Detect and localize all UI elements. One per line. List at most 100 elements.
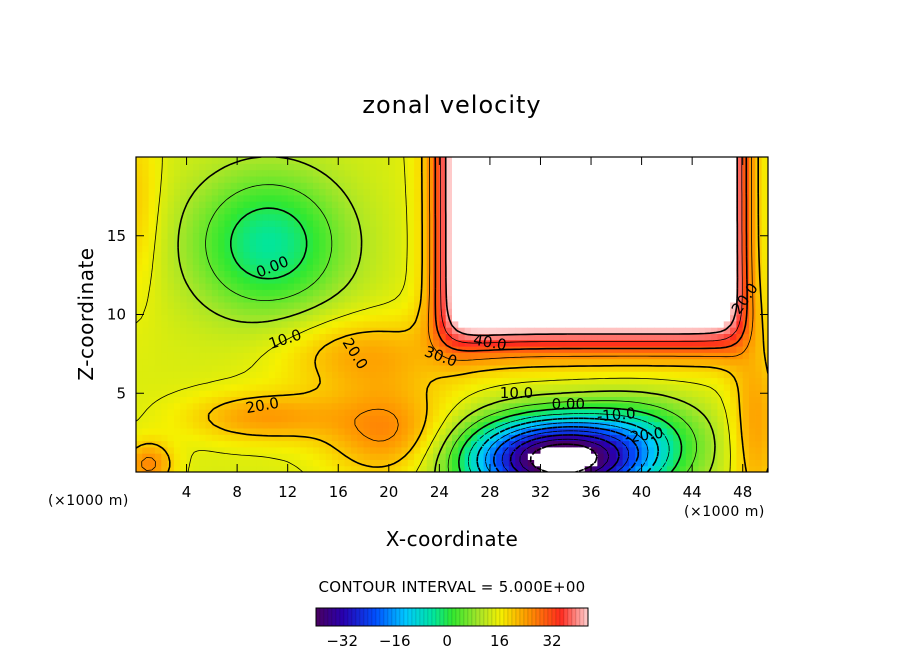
field-cell <box>679 175 687 183</box>
field-cell <box>578 409 586 416</box>
field-cell <box>325 194 333 202</box>
field-cell <box>553 270 561 278</box>
field-cell <box>136 251 143 259</box>
field-cell <box>300 377 308 385</box>
field-cell <box>628 402 636 410</box>
field-cell <box>357 465 365 472</box>
field-cell <box>249 320 257 328</box>
field-cell <box>616 257 624 265</box>
field-cell <box>218 459 226 467</box>
field-cell <box>363 157 371 164</box>
field-cell <box>616 396 624 404</box>
field-cell <box>243 320 251 328</box>
field-cell <box>325 314 333 322</box>
field-cell <box>338 346 346 353</box>
field-cell <box>224 220 232 227</box>
field-cell <box>692 163 700 171</box>
field-cell <box>167 383 175 391</box>
field-cell <box>237 194 245 202</box>
field-cell <box>363 194 371 202</box>
field-cell <box>736 446 744 454</box>
field-cell <box>704 314 712 322</box>
field-cell <box>433 333 440 341</box>
field-cell <box>319 257 327 265</box>
field-cell <box>755 383 763 391</box>
field-cell <box>508 320 516 328</box>
field-cell <box>237 409 245 416</box>
field-cell <box>287 276 295 284</box>
field-cell <box>749 453 756 460</box>
field-cell <box>161 314 169 322</box>
field-cell <box>584 295 592 303</box>
field-cell <box>199 207 207 215</box>
field-cell <box>224 320 232 328</box>
field-cell <box>704 409 712 416</box>
field-cell <box>464 188 472 196</box>
field-cell <box>230 201 238 208</box>
field-cell <box>616 446 624 454</box>
field-cell <box>192 352 200 360</box>
field-cell <box>395 301 403 309</box>
field-cell <box>401 383 409 391</box>
field-cell <box>300 465 308 472</box>
field-cell <box>749 264 756 271</box>
field-cell <box>635 383 643 391</box>
field-cell <box>350 194 358 202</box>
field-cell <box>268 238 276 246</box>
field-cell <box>338 446 346 454</box>
field-cell <box>736 314 744 322</box>
field-cell <box>477 402 485 410</box>
field-cell <box>749 446 756 454</box>
field-cell <box>622 276 630 284</box>
field-cell <box>148 352 156 360</box>
field-cell <box>477 427 485 435</box>
field-cell <box>546 232 554 240</box>
field-cell <box>616 459 624 467</box>
field-cell <box>319 245 327 253</box>
field-cell <box>325 358 333 366</box>
field-cell <box>628 245 636 253</box>
field-cell <box>470 383 478 391</box>
field-cell <box>350 188 358 196</box>
field-cell <box>749 427 756 435</box>
field-cell <box>496 371 504 379</box>
field-cell <box>161 220 169 227</box>
field-cell <box>186 453 194 460</box>
field-cell <box>749 415 756 423</box>
field-cell <box>445 358 453 366</box>
field-cell <box>262 270 270 278</box>
field-cell <box>717 396 725 404</box>
field-cell <box>553 226 561 234</box>
field-cell <box>312 465 320 472</box>
field-cell <box>281 245 289 253</box>
field-cell <box>363 352 371 360</box>
field-cell <box>578 283 586 290</box>
field-cell <box>755 434 763 442</box>
field-cell <box>496 257 504 265</box>
field-cell <box>452 352 459 360</box>
field-cell <box>483 327 491 334</box>
field-cell <box>610 301 617 309</box>
field-cell <box>142 434 150 442</box>
field-cell <box>376 213 384 221</box>
field-cell <box>180 182 188 190</box>
field-cell <box>496 163 504 171</box>
field-cell <box>395 434 403 442</box>
field-cell <box>445 213 453 221</box>
field-cell <box>237 314 245 322</box>
field-cell <box>508 383 516 391</box>
field-cell <box>603 409 611 416</box>
field-cell <box>685 333 693 341</box>
field-cell <box>376 276 384 284</box>
field-cell <box>711 346 719 353</box>
field-cell <box>407 434 415 442</box>
field-cell <box>205 390 213 397</box>
field-cell <box>673 358 681 366</box>
field-cell <box>401 446 409 454</box>
field-cell <box>237 339 245 347</box>
field-cell <box>357 264 365 271</box>
field-cell <box>249 371 257 379</box>
field-cell <box>622 194 630 202</box>
field-cell <box>749 434 756 442</box>
field-cell <box>338 415 346 423</box>
